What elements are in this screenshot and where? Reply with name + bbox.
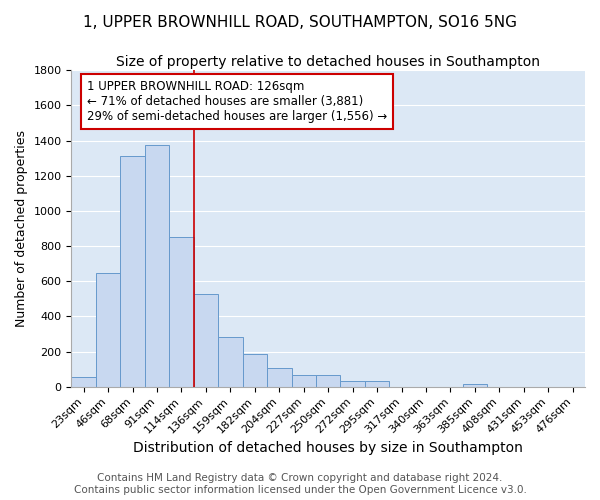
Bar xyxy=(218,338,242,386)
X-axis label: Distribution of detached houses by size in Southampton: Distribution of detached houses by size … xyxy=(133,441,523,455)
Text: 1 UPPER BROWNHILL ROAD: 126sqm
← 71% of detached houses are smaller (3,881)
29% : 1 UPPER BROWNHILL ROAD: 126sqm ← 71% of … xyxy=(87,80,387,122)
Bar xyxy=(169,237,194,386)
Text: 1, UPPER BROWNHILL ROAD, SOUTHAMPTON, SO16 5NG: 1, UPPER BROWNHILL ROAD, SOUTHAMPTON, SO… xyxy=(83,15,517,30)
Bar xyxy=(340,380,365,386)
Bar xyxy=(316,376,340,386)
Bar xyxy=(463,384,487,386)
Y-axis label: Number of detached properties: Number of detached properties xyxy=(15,130,28,327)
Title: Size of property relative to detached houses in Southampton: Size of property relative to detached ho… xyxy=(116,55,540,69)
Bar xyxy=(194,294,218,386)
Bar xyxy=(71,377,96,386)
Text: Contains HM Land Registry data © Crown copyright and database right 2024.
Contai: Contains HM Land Registry data © Crown c… xyxy=(74,474,526,495)
Bar xyxy=(267,368,292,386)
Bar xyxy=(121,156,145,386)
Bar xyxy=(145,145,169,386)
Bar xyxy=(96,274,121,386)
Bar xyxy=(242,354,267,386)
Bar xyxy=(365,382,389,386)
Bar xyxy=(292,376,316,386)
